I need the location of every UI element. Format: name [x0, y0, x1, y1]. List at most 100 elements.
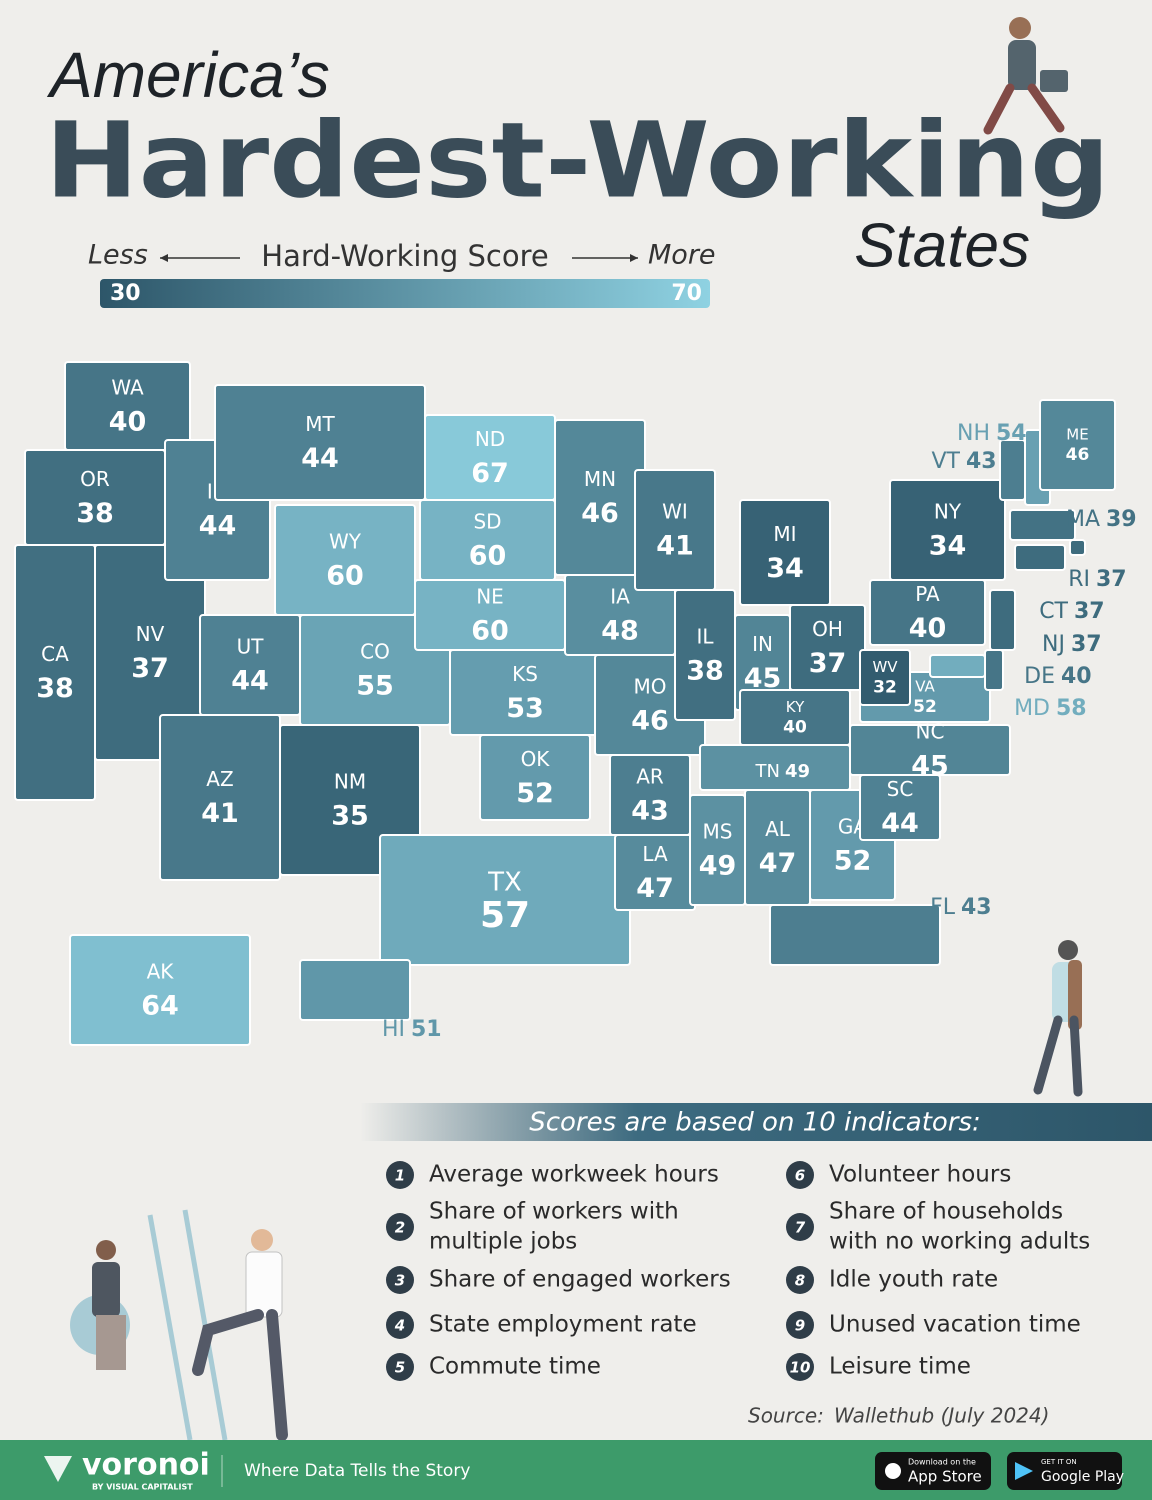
indicator-text: Unused vacation time [829, 1312, 1081, 1338]
indicator-text: Average workweek hours [429, 1162, 719, 1188]
state-value: 47 [636, 873, 674, 904]
source-text: Wallethub (July 2024) [834, 1404, 1049, 1428]
state-code: RI [1068, 567, 1090, 592]
state-code: SC [887, 777, 914, 801]
state-code: IL [696, 625, 714, 649]
indicator-number: 4 [394, 1317, 405, 1335]
state-code: CA [41, 642, 69, 666]
play-icon [1015, 1462, 1033, 1480]
state-value: 58 [1056, 696, 1087, 721]
brand-logo [44, 1456, 72, 1482]
indicator-badge [386, 1311, 414, 1339]
legend-bar [100, 279, 710, 308]
state-code: PA [915, 582, 940, 606]
state-code: IA [610, 585, 630, 609]
state-value: 43 [631, 796, 669, 827]
state-code: NJ [1042, 632, 1065, 657]
state-value: 43 [961, 895, 992, 920]
indicator-number: 10 [790, 1359, 811, 1377]
state-value: 60 [471, 616, 509, 647]
state-value: 37 [809, 648, 847, 679]
state-code: TX [487, 868, 522, 898]
state-code: AZ [206, 767, 233, 791]
state [929, 654, 986, 678]
state-code: SD [473, 510, 501, 534]
state [1009, 509, 1076, 541]
indicator-badge [386, 1266, 414, 1294]
state-value: 52 [834, 846, 872, 877]
state-value: 40 [1061, 664, 1092, 689]
state-value: 60 [326, 561, 364, 592]
state-code: AK [147, 960, 175, 984]
state-value: 53 [506, 693, 544, 724]
state-code: NH [957, 421, 990, 446]
state-value: 46 [581, 498, 619, 529]
state-value: 44 [301, 443, 339, 474]
indicator-text: Share of households [829, 1199, 1063, 1225]
legend-more: More [648, 240, 716, 271]
state-value: 37 [131, 653, 169, 684]
state-value: 46 [1066, 445, 1090, 465]
state [1014, 544, 1066, 571]
state-value: 52 [913, 697, 937, 717]
legend-title: Hard-Working Score [261, 239, 548, 273]
indicator-text: Volunteer hours [829, 1162, 1011, 1188]
state-code: ME [1066, 426, 1088, 444]
state-code: MD [1014, 696, 1050, 721]
state-code: ND [475, 427, 505, 451]
state-code: OK [521, 747, 551, 771]
state [299, 959, 411, 1021]
app-store-badge[interactable] [875, 1452, 991, 1490]
us-map: WA40OR38CA38NV37ID44MT44WY60UT44CO55AZ41… [14, 361, 1137, 1046]
state-code: KS [512, 662, 538, 686]
state-value: 34 [929, 531, 967, 562]
arrow-head [160, 254, 168, 262]
state [69, 934, 251, 1046]
state-code: KY [786, 698, 805, 716]
state-value: 40 [109, 407, 147, 438]
state [739, 499, 831, 606]
indicators-title: Scores are based on 10 indicators: [529, 1108, 981, 1138]
state-code: NY [934, 500, 962, 524]
state [859, 649, 911, 706]
indicator-list: 1 Average workweek hours 2 Share of workers… [386, 1161, 1090, 1381]
brand-byline: BY VISUAL CAPITALIST [92, 1483, 193, 1492]
state-code: MI [773, 522, 796, 546]
state-value: 60 [469, 541, 507, 572]
state-code: HI [382, 1017, 405, 1042]
state-code: CT [1039, 599, 1068, 624]
state-value: 52 [516, 778, 554, 809]
title-line3: States [854, 211, 1030, 280]
state-value: 48 [601, 616, 639, 647]
state-value: 64 [141, 991, 179, 1022]
state-code: WA [111, 376, 144, 400]
google-play-badge[interactable] [1007, 1452, 1122, 1490]
state-code: WV [872, 658, 898, 676]
indicator-badge [386, 1353, 414, 1381]
indicator-number: 6 [795, 1167, 805, 1185]
app-store-big: App Store [908, 1468, 982, 1486]
state-value: 38 [686, 656, 724, 687]
state-value: 37 [1074, 599, 1105, 624]
state-value: 46 [631, 706, 669, 737]
state [479, 734, 591, 821]
state-value: 34 [766, 553, 804, 584]
google-play-big: Google Play [1041, 1469, 1124, 1485]
google-play-small: GET IT ON [1041, 1458, 1077, 1466]
state-value: 67 [471, 458, 509, 489]
state-value: 39 [1106, 507, 1137, 532]
indicator-text: Leisure time [829, 1354, 971, 1380]
state-value: 44 [199, 511, 237, 542]
state-code: UT [237, 635, 265, 659]
arrow-head [630, 254, 638, 262]
state-code: NC [916, 720, 945, 744]
state [1069, 539, 1086, 556]
state [889, 479, 1006, 581]
indicator-badge [786, 1266, 814, 1294]
state-code: IN [752, 632, 773, 656]
state-value: 41 [201, 798, 239, 829]
state-code: NM [334, 770, 366, 794]
state-value: 37 [1096, 567, 1127, 592]
legend-less: Less [88, 240, 148, 271]
